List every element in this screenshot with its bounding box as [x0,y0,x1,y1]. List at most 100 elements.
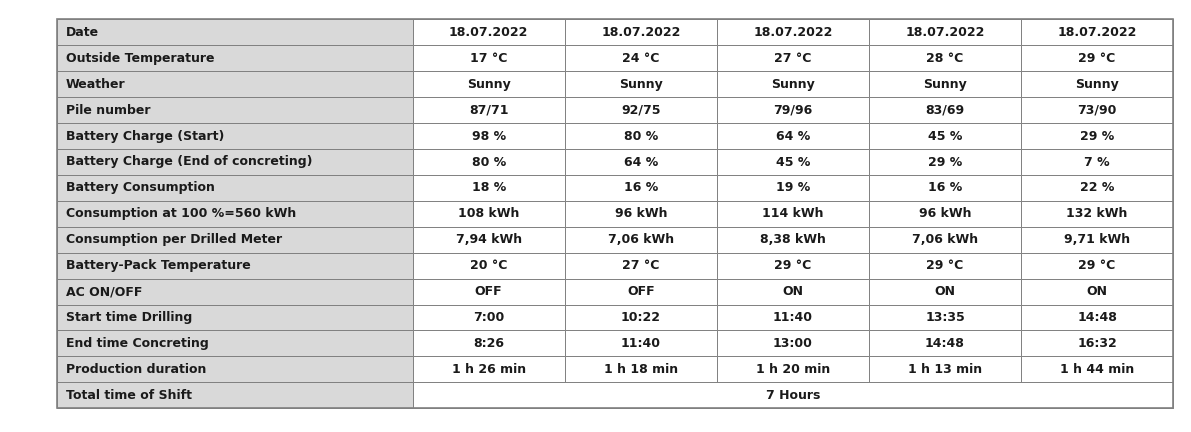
Bar [717,175,869,201]
Bar [565,330,717,356]
Text: Date: Date [66,26,99,39]
Bar [57,123,412,149]
Text: 9,71 kWh: 9,71 kWh [1064,233,1130,246]
Bar [717,149,869,175]
Text: 24 °C: 24 °C [622,52,660,65]
Bar [1021,279,1173,305]
Text: 18.07.2022: 18.07.2022 [601,26,680,39]
Text: Start time Drilling: Start time Drilling [66,311,192,324]
Bar [565,149,717,175]
Bar [717,19,869,45]
Text: 87/71: 87/71 [469,104,509,117]
Bar [57,227,412,253]
Bar [565,279,717,305]
Text: OFF: OFF [626,285,655,298]
Bar [412,123,565,149]
Text: 1 h 44 min: 1 h 44 min [1060,363,1134,376]
Bar [1021,149,1173,175]
Bar [717,201,869,227]
Text: 98 %: 98 % [472,130,506,143]
Text: Sunny: Sunny [467,78,511,91]
Text: 28 °C: 28 °C [927,52,964,65]
Bar [869,45,1021,71]
Bar [717,305,869,330]
Bar [412,227,565,253]
Bar [1021,175,1173,201]
Text: Consumption per Drilled Meter: Consumption per Drilled Meter [66,233,282,246]
Bar [1021,19,1173,45]
Text: 17 °C: 17 °C [470,52,507,65]
Bar [1021,330,1173,356]
Text: 83/69: 83/69 [925,104,965,117]
Bar [869,71,1021,97]
Bar [869,253,1021,279]
Text: 8:26: 8:26 [473,337,504,350]
Text: 108 kWh: 108 kWh [459,207,519,220]
Bar [412,253,565,279]
Text: 27 °C: 27 °C [774,52,811,65]
Bar [565,19,717,45]
Text: Outside Temperature: Outside Temperature [66,52,214,65]
Bar [565,253,717,279]
Text: 10:22: 10:22 [621,311,661,324]
Text: Sunny: Sunny [619,78,662,91]
Text: 64 %: 64 % [624,156,657,168]
Bar [869,175,1021,201]
Bar [57,149,412,175]
Text: 7 %: 7 % [1084,156,1110,168]
Bar [412,97,565,123]
Bar [1021,356,1173,382]
Bar [57,97,412,123]
Text: 8,38 kWh: 8,38 kWh [760,233,825,246]
Bar [57,253,412,279]
Bar [565,356,717,382]
Bar [1021,227,1173,253]
Bar [869,227,1021,253]
Text: Battery Charge (Start): Battery Charge (Start) [66,130,224,143]
Bar [1021,123,1173,149]
Bar [565,175,717,201]
Text: Pile number: Pile number [66,104,150,117]
Bar [869,149,1021,175]
Bar [869,19,1021,45]
Text: Weather: Weather [66,78,126,91]
Text: 7,94 kWh: 7,94 kWh [456,233,522,246]
Bar [565,227,717,253]
Text: 11:40: 11:40 [773,311,813,324]
Text: 29 %: 29 % [928,156,962,168]
Bar [412,175,565,201]
Bar [869,356,1021,382]
Text: 22 %: 22 % [1080,181,1115,194]
Text: ON: ON [935,285,955,298]
Text: 16 %: 16 % [624,181,657,194]
Text: 1 h 26 min: 1 h 26 min [451,363,525,376]
Bar [869,201,1021,227]
Text: OFF: OFF [475,285,503,298]
Text: 7:00: 7:00 [473,311,504,324]
Bar [57,71,412,97]
Text: Battery Consumption: Battery Consumption [66,181,214,194]
Bar [57,175,412,201]
Text: Sunny: Sunny [1075,78,1120,91]
Bar [57,330,412,356]
Text: 13:00: 13:00 [773,337,812,350]
Text: 29 °C: 29 °C [1079,259,1116,272]
Text: 1 h 13 min: 1 h 13 min [908,363,983,376]
Bar [1021,45,1173,71]
Text: 14:48: 14:48 [925,337,965,350]
Text: 79/96: 79/96 [773,104,812,117]
Bar [412,356,565,382]
Bar [869,330,1021,356]
Bar [57,382,412,408]
Bar [57,201,412,227]
Bar [412,149,565,175]
Bar [57,356,412,382]
Text: Production duration: Production duration [66,363,206,376]
Bar [412,279,565,305]
Bar [717,279,869,305]
Bar [57,19,412,45]
Text: 64 %: 64 % [775,130,810,143]
Bar [869,279,1021,305]
Text: 73/90: 73/90 [1078,104,1117,117]
Bar [57,279,412,305]
